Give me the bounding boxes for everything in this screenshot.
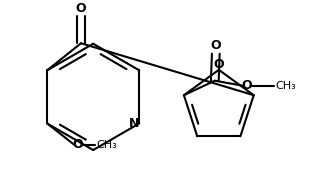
Text: O: O — [213, 58, 224, 71]
Text: O: O — [211, 39, 221, 52]
Text: CH₃: CH₃ — [97, 140, 117, 150]
Text: N: N — [129, 117, 139, 130]
Text: CH₃: CH₃ — [275, 80, 296, 90]
Text: O: O — [73, 138, 83, 151]
Text: O: O — [241, 79, 252, 92]
Text: O: O — [76, 2, 86, 15]
